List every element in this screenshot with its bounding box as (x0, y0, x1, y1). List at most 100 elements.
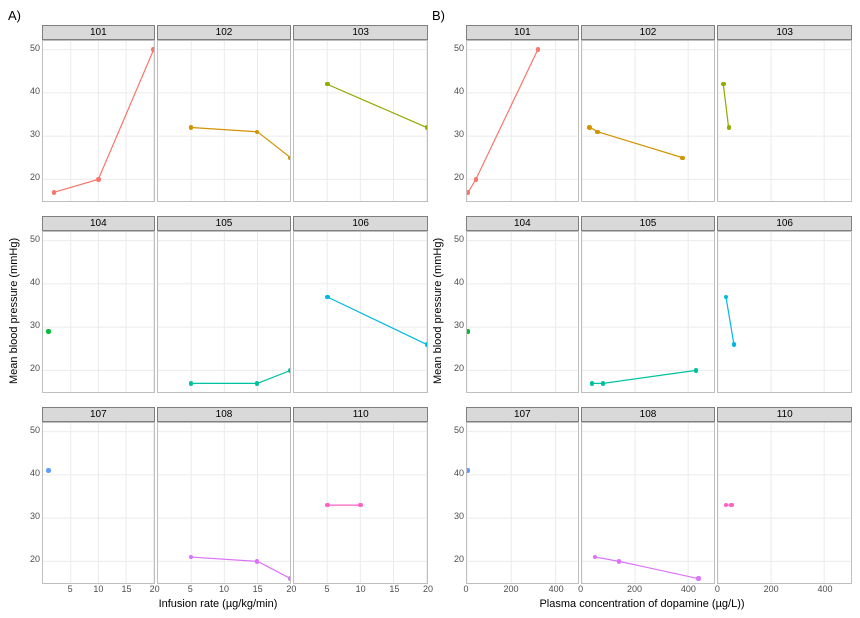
facet-108: 1085101520 (157, 407, 292, 596)
facet-grid: 2030405010110210320304050104105106203040… (20, 25, 428, 596)
facet-strip: 102 (157, 25, 292, 40)
x-tick-row: 5101520 (293, 584, 428, 596)
facet-strip: 106 (293, 216, 428, 231)
series-point (255, 559, 259, 563)
plot-area (42, 40, 155, 202)
series-point (425, 342, 428, 346)
facet-strip: 106 (717, 216, 852, 231)
series-line (726, 297, 734, 345)
series-line (724, 84, 729, 127)
plot-area (466, 231, 579, 393)
y-tick-column: 20 30 40 50 (20, 216, 42, 405)
plot-area (293, 231, 428, 393)
facet-strip: 101 (466, 25, 579, 40)
series-line (590, 127, 683, 157)
facet-strip: 110 (717, 407, 852, 422)
x-tick-label: 200 (504, 584, 519, 594)
series-point (727, 125, 731, 129)
x-tick-label: 200 (764, 584, 779, 594)
facet-strip: 108 (157, 407, 292, 422)
x-axis-label: Infusion rate (µg/kg/min) (8, 598, 428, 610)
y-axis-label: Mean blood pressure (mmHg) (8, 25, 20, 596)
y-tick-label: 40 (454, 277, 464, 287)
series-line (595, 557, 698, 579)
facet-103: 103 (717, 25, 852, 214)
y-tick-label: 50 (454, 425, 464, 435)
y-tick-label: 20 (30, 363, 40, 373)
facet-strip: 104 (466, 216, 579, 231)
x-tick-label: 400 (681, 584, 696, 594)
series-point (325, 295, 329, 299)
facet-102: 102 (581, 25, 716, 214)
plot-area (157, 40, 292, 202)
plot-area (581, 422, 716, 584)
facet-106: 106 (717, 216, 852, 405)
series-line (191, 557, 291, 579)
series-point (288, 368, 291, 372)
facet-101: 20304050101 (444, 25, 579, 214)
series-line (191, 370, 291, 383)
y-tick-label: 40 (30, 277, 40, 287)
facet-strip: 103 (293, 25, 428, 40)
facet-102: 102 (157, 25, 292, 214)
y-tick-label: 50 (454, 234, 464, 244)
series-point (425, 125, 428, 129)
series-point (96, 177, 100, 181)
series-point (151, 47, 154, 51)
x-axis-label: Plasma concentration of dopamine (µg/L)) (432, 598, 852, 610)
grid-wrap: Mean blood pressure (mmHg)20304050101102… (8, 25, 428, 596)
y-tick-label: 30 (454, 320, 464, 330)
facet-106: 106 (293, 216, 428, 405)
y-tick-label: 50 (30, 425, 40, 435)
series-point (694, 368, 698, 372)
y-tick-label: 20 (454, 363, 464, 373)
plot-area (157, 422, 292, 584)
facet-107: 203040501075101520 (20, 407, 155, 596)
y-tick-label: 30 (30, 129, 40, 139)
series-point (587, 125, 591, 129)
x-tick-label: 400 (549, 584, 564, 594)
series-point (52, 190, 56, 194)
series-line (468, 50, 538, 193)
series-point (189, 381, 193, 385)
y-tick-label: 40 (454, 468, 464, 478)
x-tick-label: 15 (121, 584, 131, 594)
y-tick-label: 40 (30, 468, 40, 478)
series-point (466, 329, 470, 333)
facet-108: 1080200400 (581, 407, 716, 596)
plot-area (717, 422, 852, 584)
y-tick-label: 30 (30, 320, 40, 330)
y-tick-label: 50 (30, 234, 40, 244)
facet-strip: 104 (42, 216, 155, 231)
series-line (54, 50, 154, 193)
grid-wrap: Mean blood pressure (mmHg)20304050101102… (432, 25, 852, 596)
x-tick-label: 5 (188, 584, 193, 594)
facet-strip: 103 (717, 25, 852, 40)
y-tick-label: 30 (454, 129, 464, 139)
x-tick-label: 10 (93, 584, 103, 594)
series-point (696, 576, 700, 580)
x-tick-label: 0 (578, 584, 583, 594)
plot-area (717, 231, 852, 393)
series-point (474, 177, 478, 181)
series-line (327, 84, 427, 127)
y-tick-label: 30 (30, 511, 40, 521)
x-tick-label: 10 (219, 584, 229, 594)
series-point (590, 381, 594, 385)
x-tick-row: 0200400 (466, 584, 579, 596)
series-point (288, 576, 291, 580)
plot-area (293, 422, 428, 584)
facet-strip: 110 (293, 407, 428, 422)
y-tick-column: 20304050 (444, 25, 466, 214)
series-point (466, 190, 470, 194)
facet-strip: 101 (42, 25, 155, 40)
panel-label-B: B) (432, 8, 852, 23)
y-tick-column: 20304050 (20, 407, 42, 596)
facet-107: 203040501070200400 (444, 407, 579, 596)
plot-area (717, 40, 852, 202)
series-point (46, 329, 50, 333)
y-tick-label: 20 (454, 554, 464, 564)
plot-area (157, 231, 292, 393)
series-point (189, 125, 193, 129)
facet-strip: 107 (466, 407, 579, 422)
